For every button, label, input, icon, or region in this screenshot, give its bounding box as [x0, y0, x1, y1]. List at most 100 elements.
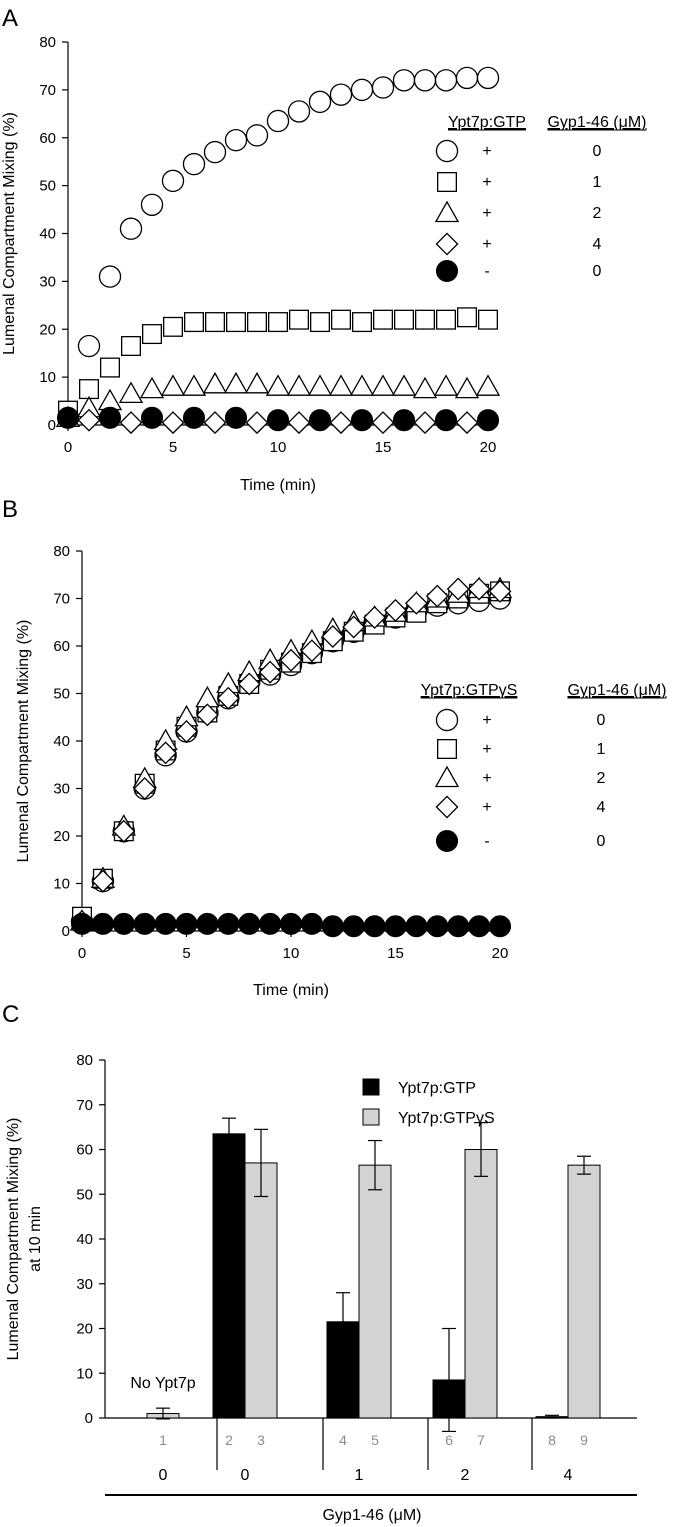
data-point [225, 312, 246, 333]
data-point [139, 376, 165, 399]
data-point [288, 309, 309, 330]
data-point [349, 374, 375, 396]
data-point [412, 376, 438, 399]
data-point [350, 78, 374, 102]
data-point [140, 406, 164, 429]
legend-swatch [362, 1078, 380, 1096]
y-tick-label: 70 [53, 591, 70, 608]
data-point [77, 334, 101, 358]
legend-concentration: 2 [597, 770, 606, 787]
data-point [70, 912, 94, 935]
data-point [372, 309, 393, 330]
data-point [287, 100, 311, 123]
y-tick-label: 20 [76, 1321, 93, 1338]
y-tick-label: 30 [39, 273, 56, 290]
data-point [259, 912, 282, 935]
y-tick-label: 50 [39, 178, 56, 195]
data-point [425, 584, 449, 608]
y-tick-label: 80 [53, 543, 70, 560]
annotation-no-ypt7p: No Ypt7p [130, 1375, 195, 1392]
data-point [140, 193, 164, 216]
x-tick-label: 20 [480, 439, 497, 456]
bar [244, 1162, 278, 1419]
data-point [245, 124, 269, 147]
data-point [160, 374, 186, 396]
data-point [204, 312, 225, 333]
y-tick-label: 60 [53, 638, 70, 655]
y-tick-label: 10 [76, 1365, 93, 1382]
data-point [279, 912, 303, 935]
data-point [384, 915, 407, 938]
data-point [393, 309, 414, 330]
data-point [203, 140, 227, 164]
legend-marker [434, 765, 460, 788]
data-point [370, 374, 396, 396]
data-point [433, 374, 459, 396]
x-tick-label: 20 [492, 945, 509, 962]
data-point [309, 312, 330, 333]
bar [464, 1149, 498, 1419]
data-point [141, 324, 162, 345]
data-point [266, 109, 290, 133]
data-point [426, 915, 449, 938]
group-label: 0 [241, 1467, 250, 1484]
lane-number: 4 [339, 1432, 347, 1448]
data-point [279, 648, 303, 672]
lane-number: 1 [159, 1432, 167, 1448]
legend-concentration: 1 [593, 174, 602, 191]
group-label: 1 [355, 1467, 364, 1484]
legend-concentration: 0 [597, 833, 606, 850]
y-tick-label: 10 [39, 369, 56, 386]
x-axis-label: Gyp1-46 (μM) [322, 1507, 421, 1524]
data-point [56, 406, 80, 429]
legend-marker [435, 795, 459, 819]
data-point [202, 371, 228, 394]
data-point [182, 152, 206, 176]
x-tick-label: 10 [283, 945, 300, 962]
legend-marker [435, 829, 459, 853]
data-point [97, 388, 123, 411]
data-point [413, 69, 437, 92]
data-point [328, 374, 354, 396]
legend-sign: + [482, 143, 491, 160]
data-point [98, 265, 122, 288]
data-point [175, 720, 198, 743]
legend-concentration: 2 [593, 205, 602, 222]
y-axis-label: Lumenal Compartment Mixing (%) [5, 1118, 22, 1361]
x-tick-label: 15 [387, 945, 404, 962]
data-point [434, 69, 458, 92]
data-point [329, 411, 353, 435]
data-point [476, 66, 500, 90]
y-axis-label: Lumenal Compartment Mixing (%) [1, 112, 18, 355]
x-tick-label: 15 [375, 439, 392, 456]
x-tick-label: 5 [182, 945, 190, 962]
lane-number: 9 [580, 1432, 588, 1448]
y-axis-label-line2: at 10 min [27, 1206, 44, 1272]
data-point [182, 406, 206, 429]
legend-header-nucleotide: Ypt7p:GTP [448, 114, 526, 131]
legend-sign: + [482, 174, 491, 191]
y-tick-label: 10 [53, 876, 70, 893]
data-point [237, 672, 261, 696]
data-point [183, 312, 204, 333]
legend-sign: + [482, 741, 491, 758]
data-point [404, 591, 428, 615]
data-point [162, 316, 183, 337]
legend-header-gyp: Gyp1-46 (μM) [567, 682, 666, 699]
y-tick-label: 40 [53, 733, 70, 750]
legend-label: Ypt7p:GTPγS [398, 1110, 495, 1127]
legend-marker [435, 259, 459, 283]
legend-marker [435, 708, 459, 732]
legend-marker [434, 200, 460, 223]
lane-number: 3 [257, 1432, 265, 1448]
data-point [91, 869, 115, 893]
lane-number: 5 [371, 1432, 379, 1448]
data-point [267, 312, 288, 333]
x-tick-label: 0 [64, 439, 72, 456]
y-tick-label: 0 [48, 417, 56, 434]
data-point [265, 374, 291, 396]
data-point [476, 409, 500, 432]
data-point [300, 912, 323, 935]
y-tick-label: 60 [39, 130, 56, 147]
data-point [119, 217, 143, 240]
